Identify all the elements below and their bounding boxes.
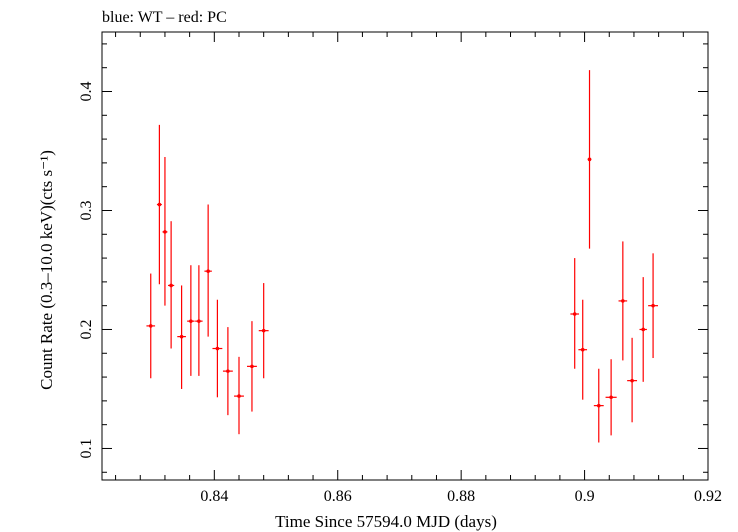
point-marker [215,346,220,351]
data-point [162,156,168,306]
x-tick-label: 0.9 [575,488,595,505]
point-marker [596,403,601,408]
data-point [593,368,604,443]
data-point [195,265,203,376]
data-point [627,337,638,423]
point-marker [237,394,241,398]
data-point [222,327,233,416]
data-point [177,285,186,389]
point-marker [189,319,193,323]
y-tick-label: 0.1 [78,438,95,458]
point-marker [148,324,153,328]
point-marker [572,312,577,316]
data-point [587,70,592,249]
point-marker [250,364,254,369]
point-marker [206,269,210,273]
point-marker [587,157,592,162]
data-point [258,283,269,379]
point-marker [641,327,646,332]
y-axis-tick-labels: 0.1 0.2 0.3 0.4 [78,81,95,458]
data-point [639,277,647,382]
x-tick-label: 0.84 [200,488,228,505]
data-point [570,258,580,369]
point-marker [651,303,655,308]
data-point [212,299,223,398]
point-marker [163,230,167,234]
data-point [605,359,617,436]
data-point [648,253,659,359]
point-marker [197,319,201,323]
point-marker [179,334,184,339]
y-axis-ticks [102,43,708,473]
data-point [168,221,175,349]
y-tick-label: 0.4 [78,81,95,101]
x-axis-tick-labels: 0.84 0.86 0.88 0.9 0.92 [200,488,722,505]
point-marker [226,369,230,373]
x-tick-label: 0.86 [324,488,352,505]
data-point [204,204,212,337]
y-axis-label: Count Rate (0.3–10.0 keV)(cts s⁻¹) [37,150,56,390]
point-marker [157,202,162,207]
x-tick-label: 0.88 [447,488,475,505]
data-point [247,321,257,412]
x-axis-ticks [115,32,709,480]
data-points [146,70,659,443]
point-marker [580,347,585,352]
data-point [156,124,162,285]
point-marker [169,283,173,288]
x-tick-label: 0.92 [694,488,722,505]
data-point [187,265,195,376]
data-point [578,299,588,400]
chart-title: blue: WT – red: PC [102,9,227,26]
data-point [618,241,628,361]
x-axis-label: Time Since 57594.0 MJD (days) [275,512,497,531]
data-point [234,356,244,435]
point-marker [630,378,634,383]
point-marker [609,395,613,400]
data-point [146,273,156,379]
y-tick-label: 0.3 [78,200,95,220]
point-marker [261,328,266,333]
y-tick-label: 0.2 [78,319,95,339]
plot-frame [101,31,709,481]
point-marker [621,299,625,303]
